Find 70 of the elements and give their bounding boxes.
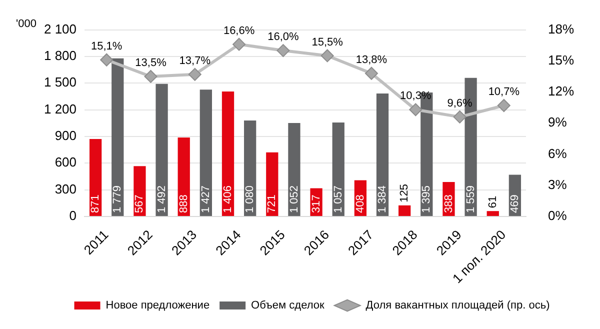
y2-tick-label: 0% (548, 208, 568, 224)
data-label: 125 (398, 184, 411, 202)
data-label: 13,5% (135, 57, 167, 70)
y-axis-title: '000 (16, 18, 36, 30)
bar (486, 211, 499, 216)
data-label: 15,5% (312, 36, 344, 48)
point (232, 38, 246, 51)
data-label: 1 384 (376, 185, 389, 213)
y-tick-label: 1 200 (44, 101, 77, 116)
data-label: 16,0% (268, 31, 299, 44)
bar (398, 205, 411, 216)
point (100, 53, 114, 66)
data-label: 871 (90, 194, 102, 213)
bar (376, 93, 389, 216)
bar (288, 122, 300, 216)
y2-tick-label: 9% (548, 114, 568, 130)
point (320, 49, 334, 62)
y-tick-label: 2 100 (44, 21, 77, 36)
point (276, 44, 290, 58)
data-label: 1 779 (112, 185, 124, 213)
data-label: 1 395 (420, 185, 433, 213)
y2-tick-label: 12% (548, 84, 574, 99)
point (144, 70, 158, 83)
bar (156, 84, 168, 216)
y-tick-label: 1 500 (44, 74, 77, 90)
data-label: 388 (442, 194, 455, 213)
data-label: 1 052 (288, 185, 300, 213)
data-label: 10,7% (488, 86, 520, 98)
data-label: 15,1% (91, 40, 122, 52)
point (188, 68, 202, 81)
y2-tick-label: 18% (548, 21, 574, 36)
y-tick-label: 300 (54, 181, 77, 196)
data-label: 61 (486, 196, 499, 208)
data-label: 1 559 (464, 185, 477, 213)
data-label: 1 080 (244, 185, 256, 213)
bar (90, 139, 102, 216)
bar (222, 92, 234, 216)
data-label: 13,8% (356, 54, 388, 66)
data-label: 1 427 (200, 185, 212, 213)
bar (244, 120, 256, 216)
y-tick-label: 600 (54, 154, 77, 170)
data-label: 888 (178, 194, 190, 213)
legend-label: Новое предложение (106, 300, 210, 312)
bar (134, 166, 146, 216)
y-tick-label: 1 800 (44, 48, 77, 64)
point (364, 66, 378, 80)
y-tick-label: 0 (69, 208, 77, 224)
data-label: 1 492 (156, 185, 168, 213)
y2-tick-label: 6% (548, 146, 568, 161)
legend-label: Доля вакантных площадей (пр. ось) (366, 300, 550, 312)
bar (266, 152, 278, 216)
y2-tick-label: 15% (548, 52, 574, 68)
y-tick-label: 900 (54, 128, 77, 144)
point (497, 99, 510, 112)
data-label: 469 (508, 194, 521, 213)
point (409, 103, 422, 116)
bar (200, 90, 212, 216)
y2-tick-label: 3% (548, 176, 568, 192)
data-label: 1 406 (222, 185, 234, 213)
data-label: 13,7% (179, 54, 211, 67)
point (453, 110, 466, 124)
data-label: 317 (310, 194, 322, 213)
data-label: 408 (354, 194, 366, 213)
data-label: 1 057 (332, 185, 344, 213)
bar (332, 122, 344, 216)
data-label: 721 (266, 194, 278, 213)
bar (112, 58, 124, 216)
data-label: 567 (134, 194, 146, 213)
data-label: 16,6% (223, 24, 255, 37)
legend-label: Объем сделок (251, 300, 324, 312)
